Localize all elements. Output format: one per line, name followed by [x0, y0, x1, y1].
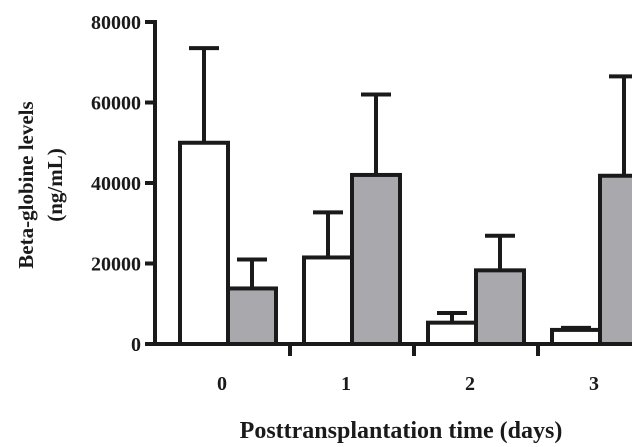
- bar-series1-1: [302, 255, 354, 346]
- bar-series1-2: [426, 320, 478, 347]
- ticks-layer: 0 20000 40000 60000 80000 0 1 2 3: [91, 12, 599, 395]
- x-axis-title: Posttransplantation time (days): [240, 418, 563, 444]
- y-tick-label: 20000: [91, 254, 141, 276]
- bar-series2-1: [350, 172, 402, 346]
- bar-series2-3: [598, 173, 632, 346]
- bars-layer: [178, 46, 632, 347]
- y-tick-label: 40000: [91, 173, 141, 195]
- axes-layer: [145, 20, 632, 356]
- y-axis-title-line1: Beta-globine levels: [14, 101, 38, 268]
- bar-series2-0: [226, 286, 278, 346]
- x-tick-label-1: 1: [341, 373, 351, 395]
- x-tick-label-0: 0: [217, 373, 227, 395]
- y-tick-label: 80000: [91, 12, 141, 34]
- bar-series1-0: [178, 140, 230, 346]
- y-tick-label: 60000: [91, 93, 141, 115]
- y-axis-title-line2: (ng/mL): [43, 148, 67, 222]
- bar-series1-3: [550, 327, 602, 347]
- y-tick-label: 0: [131, 334, 141, 356]
- x-tick-label-2: 2: [465, 373, 475, 395]
- bar-series2-2: [474, 268, 526, 346]
- x-tick-label-3: 3: [589, 373, 599, 395]
